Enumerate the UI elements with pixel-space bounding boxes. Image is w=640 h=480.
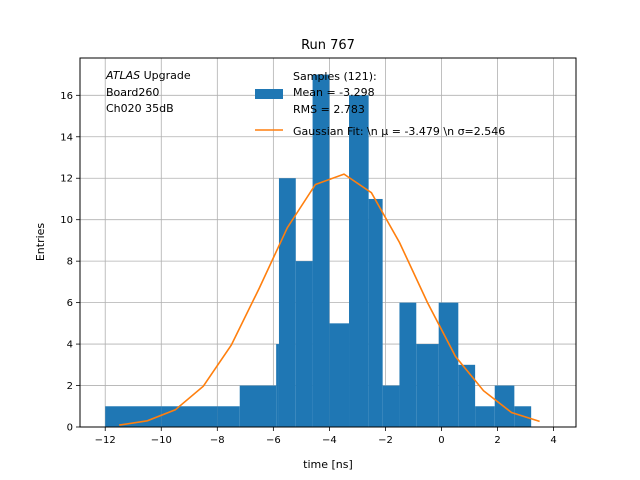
histogram-bar-13 xyxy=(416,344,439,427)
legend-samples-swatch xyxy=(255,89,283,99)
histogram-bar-11 xyxy=(382,385,400,427)
histogram-bar-10 xyxy=(368,198,383,427)
x-tick-label-1: −10 xyxy=(151,435,172,446)
histogram-bar-4 xyxy=(276,344,279,427)
legend-samples-line-2: Mean = -3.298 xyxy=(293,86,375,99)
gaussian-fit-line xyxy=(119,173,540,426)
histogram-bar-1 xyxy=(161,406,218,427)
legend-samples-line-1: Samples (121): xyxy=(293,70,377,83)
axes-frame xyxy=(79,57,577,428)
histogram-bar-3 xyxy=(239,385,277,427)
histogram-bar-7 xyxy=(312,74,330,428)
y-axis-label: Entries xyxy=(34,223,47,262)
annotation-line-1: ATLAS Upgrade xyxy=(105,69,191,82)
y-tick-label-8: 16 xyxy=(60,91,73,102)
legend-samples-line-3: RMS = 2.783 xyxy=(293,103,365,116)
histogram-bar-6 xyxy=(295,261,313,427)
y-tick-label-0: 0 xyxy=(67,423,73,434)
x-tick-label-8: 4 xyxy=(550,435,556,446)
annotation-line-2: Board260 xyxy=(106,86,159,99)
atlas-annotation: ATLAS Upgrade Board260 Ch020 35dB xyxy=(105,69,191,115)
annotation-atlas: ATLAS xyxy=(105,69,140,82)
chart-title: Run 767 xyxy=(301,38,355,53)
y-tick-label-4: 8 xyxy=(67,257,73,268)
x-tick-label-7: 2 xyxy=(494,435,500,446)
histogram-bar-8 xyxy=(329,323,350,427)
histogram-bar-9 xyxy=(349,95,369,427)
x-tick-label-5: −2 xyxy=(378,435,393,446)
histogram-bar-2 xyxy=(217,406,240,427)
y-tick-label-1: 2 xyxy=(67,381,73,392)
histogram-bar-16 xyxy=(475,406,495,427)
annotation-upgrade: Upgrade xyxy=(140,69,191,82)
y-tick-label-5: 10 xyxy=(60,215,73,226)
y-tick-label-7: 14 xyxy=(60,132,73,143)
x-tick-label-6: 0 xyxy=(438,435,444,446)
x-tick-label-4: −4 xyxy=(322,435,337,446)
histogram-bar-5 xyxy=(278,178,296,427)
y-tick-label-6: 12 xyxy=(60,174,73,185)
histogram-bar-14 xyxy=(438,302,459,427)
legend: Samples (121): Mean = -3.298 RMS = 2.783… xyxy=(255,70,505,138)
x-tick-label-2: −8 xyxy=(210,435,225,446)
legend-fit-label: Gaussian Fit: \n μ = -3.479 \n σ=2.546 xyxy=(293,125,505,138)
histogram-bar-12 xyxy=(399,302,417,427)
y-tick-label-2: 4 xyxy=(67,340,73,351)
histogram-bar-15 xyxy=(458,364,476,427)
axis-ticks: −12 −10 −8 −6 −4 −2 0 2 4 0 2 4 6 8 10 12 14 16 xyxy=(60,91,557,446)
y-tick-label-3: 6 xyxy=(67,298,73,309)
x-tick-label-3: −6 xyxy=(266,435,281,446)
annotation-line-3: Ch020 35dB xyxy=(106,102,174,115)
x-axis-label: time [ns] xyxy=(303,458,353,471)
histogram-bar-0 xyxy=(105,406,162,427)
gaussian-fit xyxy=(119,173,540,426)
x-tick-label-0: −12 xyxy=(95,435,116,446)
